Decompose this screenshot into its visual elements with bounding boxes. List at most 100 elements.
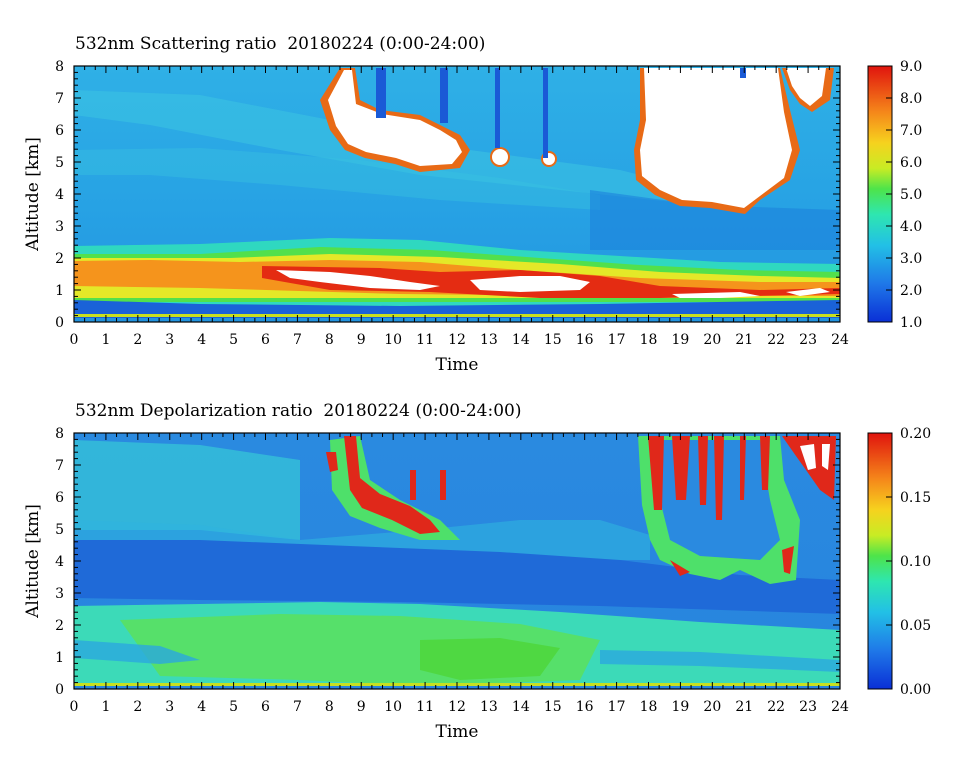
- x-tick-label: 11: [416, 699, 434, 715]
- y-axis-label: Altitude [km]: [23, 137, 43, 252]
- y-tick-label: 2: [55, 251, 64, 267]
- x-tick-label: 8: [325, 699, 334, 715]
- ice-1-red: [344, 436, 440, 534]
- streak-4: [543, 68, 548, 158]
- x-tick-label: 16: [576, 699, 594, 715]
- x-tick-label: 21: [735, 699, 753, 715]
- colorbar-tick-label: 5.0: [900, 187, 922, 203]
- upper-texture-2: [74, 148, 600, 210]
- y-tick-label: 3: [55, 586, 64, 602]
- x-tick-label: 24: [831, 332, 849, 348]
- heatmap-area: [74, 433, 840, 689]
- x-tick-label: 6: [261, 332, 270, 348]
- colorbar-tick-label: 9.0: [900, 59, 922, 75]
- colorbar-tick-label: 1.0: [900, 315, 922, 331]
- colorbar-tick-label: 4.0: [900, 219, 922, 235]
- colorbar-tick-label: 8.0: [900, 91, 922, 107]
- x-tick-label: 19: [672, 699, 690, 715]
- streak-3: [495, 68, 500, 148]
- x-tick-label: 13: [480, 699, 498, 715]
- panel-title: 532nm Scattering ratio 20180224 (0:00-24…: [75, 34, 485, 54]
- heatmap-area: [74, 66, 840, 322]
- y-tick-label: 6: [55, 123, 64, 139]
- ice-1-green: [330, 436, 460, 540]
- x-tick-label: 21: [735, 332, 753, 348]
- bl-saturated: [276, 270, 830, 298]
- x-tick-label: 1: [101, 332, 110, 348]
- colorbar-tick-label: 0.20: [900, 426, 931, 442]
- x-tick-label: 4: [197, 699, 206, 715]
- x-tick-label: 6: [261, 699, 270, 715]
- cloud-1-core: [328, 70, 462, 166]
- x-tick-label: 1: [101, 699, 110, 715]
- y-tick-label: 0: [55, 315, 64, 331]
- y-tick-label: 1: [55, 283, 64, 299]
- panel-depolarization: 532nm Depolarization ratio 20180224 (0:0…: [23, 401, 931, 742]
- x-tick-label: 18: [640, 699, 658, 715]
- x-tick-label: 0: [70, 699, 79, 715]
- x-tick-label: 7: [293, 332, 302, 348]
- colorbar-ticks: 1.0 2.0 3.0 4.0 5.0 6.0 7.0 8.0 9.0: [886, 59, 922, 331]
- y-tick-label: 8: [55, 59, 64, 75]
- x-tick-label: 16: [576, 332, 594, 348]
- streak-5: [740, 68, 746, 78]
- colorbar-tick-label: 0.05: [900, 618, 931, 634]
- cloud-3-core: [786, 68, 826, 106]
- y-tick-label: 5: [55, 155, 64, 171]
- colorbar-tick-label: 7.0: [900, 123, 922, 139]
- x-tick-label: 23: [799, 332, 817, 348]
- x-tick-label: 12: [448, 332, 466, 348]
- y-tick-label: 6: [55, 490, 64, 506]
- y-ticks: 0 1 2 3 4 5 6 7 8: [55, 59, 840, 331]
- ice-3-white: [800, 444, 830, 470]
- x-tick-label: 2: [133, 699, 142, 715]
- y-axis-label: Altitude [km]: [23, 504, 43, 619]
- colorbar-tick-label: 2.0: [900, 283, 922, 299]
- colorbar-tick-label: 0.00: [900, 682, 931, 698]
- low-band: [74, 540, 840, 614]
- x-tick-label: 14: [512, 332, 530, 348]
- x-tick-label: 0: [70, 332, 79, 348]
- streak-2: [440, 68, 448, 123]
- y-tick-label: 7: [55, 458, 64, 474]
- x-tick-label: 9: [357, 332, 366, 348]
- x-tick-label: 17: [608, 699, 626, 715]
- x-tick-label: 10: [384, 699, 402, 715]
- x-tick-label: 18: [640, 332, 658, 348]
- lower-free-trop: [590, 190, 840, 250]
- x-tick-label: 7: [293, 699, 302, 715]
- bl-blue-streak: [74, 640, 840, 672]
- cloud-1b: [490, 147, 510, 167]
- x-tick-label: 20: [703, 332, 721, 348]
- colorbar-ticks: 0.00 0.05 0.10 0.15 0.20: [886, 426, 931, 698]
- x-tick-label: 14: [512, 699, 530, 715]
- x-tick-label: 12: [448, 699, 466, 715]
- upper-cyan: [74, 440, 300, 540]
- x-tick-label: 22: [767, 332, 785, 348]
- x-tick-label: 19: [672, 332, 690, 348]
- x-ticks: 0 1 2 3 4 5 6 7 8 9 10 11 12 13 14 15 16 17 18 19 20 21 22 23 24: [70, 66, 849, 348]
- x-tick-label: 3: [165, 332, 174, 348]
- x-tick-label: 2: [133, 332, 142, 348]
- colorbar-tick-label: 3.0: [900, 251, 922, 267]
- x-axis-label: Time: [436, 355, 479, 375]
- x-tick-label: 11: [416, 332, 434, 348]
- x-tick-label: 5: [229, 699, 238, 715]
- cloud-2-core: [640, 68, 792, 208]
- x-tick-label: 13: [480, 332, 498, 348]
- y-tick-label: 3: [55, 219, 64, 235]
- x-tick-label: 17: [608, 332, 626, 348]
- y-tick-label: 4: [55, 554, 64, 570]
- x-tick-label: 23: [799, 699, 817, 715]
- bl-green-core: [420, 638, 560, 680]
- y-tick-label: 0: [55, 682, 64, 698]
- y-tick-label: 1: [55, 650, 64, 666]
- y-ticks: 0 1 2 3 4 5 6 7 8: [55, 426, 840, 698]
- panel-scattering: 532nm Scattering ratio 20180224 (0:00-24…: [23, 34, 922, 375]
- y-tick-label: 8: [55, 426, 64, 442]
- bl-bottom-blue: [74, 300, 840, 318]
- x-tick-label: 20: [703, 699, 721, 715]
- streak-1: [376, 68, 386, 118]
- x-tick-label: 3: [165, 699, 174, 715]
